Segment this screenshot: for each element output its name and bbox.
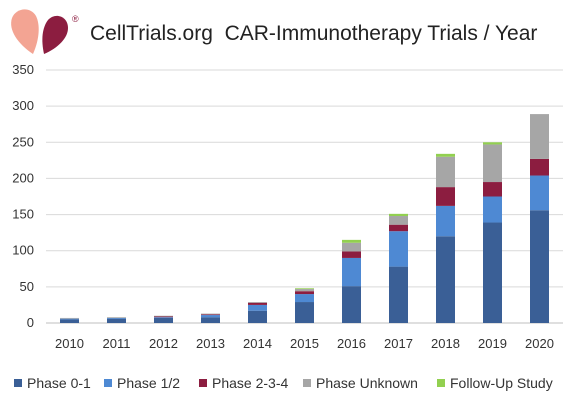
bar-segment-phase-unknown-2013	[201, 313, 220, 315]
legend-label: Phase 0-1	[27, 375, 91, 391]
bar-segment-phase-1-2-2010	[60, 318, 79, 320]
bar-segment-phase-0-1-2016	[342, 286, 361, 323]
bar-segment-phase-1-2-2017	[389, 231, 408, 267]
bar-segment-phase-1-2-2018	[436, 205, 455, 237]
logo-left-drop-icon	[11, 9, 39, 55]
bar-segment-phase-2-3-4-2018	[436, 187, 455, 206]
x-tick-label: 2014	[243, 336, 272, 351]
trademark-symbol: ®	[72, 14, 79, 24]
bar-segment-phase-2-3-4-2015	[295, 291, 314, 295]
bar-segment-phase-0-1-2011	[107, 318, 126, 323]
bar-segment-phase-1-2-2016	[342, 257, 361, 287]
legend-item: Phase 2-3-4	[199, 375, 288, 391]
bar-segment-phase-0-1-2017	[389, 266, 408, 323]
bar-segment-phase-unknown-2017	[389, 216, 408, 225]
bar-segment-phase-2-3-4-2016	[342, 251, 361, 258]
legend-item: Phase 0-1	[14, 375, 91, 391]
bar-segment-phase-1-2-2014	[248, 304, 267, 311]
bar-segment-phase-0-1-2014	[248, 310, 267, 323]
x-tick-label: 2019	[478, 336, 507, 351]
y-tick-label: 350	[12, 62, 34, 77]
bar-segment-phase-1-2-2015	[295, 294, 314, 303]
y-axis-labels: 0 50 100 150 200 250 300 350	[12, 62, 34, 330]
grid-layer	[46, 69, 563, 324]
bar-segment-phase-unknown-2010	[60, 317, 79, 319]
legend: Phase 0-1 Phase 1/2 Phase 2-3-4 Phase Unkno…	[14, 375, 553, 391]
y-tick-label: 200	[12, 170, 34, 185]
bar-segment-phase-unknown-2020	[530, 114, 549, 159]
legend-swatch	[437, 379, 445, 387]
x-tick-label: 2016	[337, 336, 366, 351]
bar-segment-phase-0-1-2010	[60, 319, 79, 323]
bar-segment-follow-up-study-2018	[436, 153, 455, 157]
bar-segment-phase-2-3-4-2019	[483, 182, 502, 197]
bar-segment-follow-up-study-2016	[342, 239, 361, 243]
bar-segment-phase-unknown-2019	[483, 144, 502, 183]
bar-segment-phase-unknown-2014	[248, 302, 267, 303]
bar-segment-phase-1-2-2020	[530, 175, 549, 211]
x-axis-labels: 2010 2011 2012 2013 2014 2015 2016 2017 2018 2019…	[55, 336, 554, 351]
bar-segment-phase-2-3-4-2014	[248, 302, 267, 305]
x-tick-label: 2017	[384, 336, 413, 351]
legend-swatch	[14, 379, 22, 387]
bar-segment-phase-0-1-2015	[295, 302, 314, 323]
bar-segment-follow-up-study-2017	[389, 213, 408, 217]
y-tick-label: 0	[27, 315, 34, 330]
bar-segment-phase-unknown-2018	[436, 156, 455, 188]
x-tick-label: 2018	[431, 336, 460, 351]
legend-label: Phase 2-3-4	[212, 375, 288, 391]
bar-segment-phase-unknown-2016	[342, 242, 361, 252]
chart-title: CellTrials.org CAR-Immunotherapy Trials …	[90, 22, 537, 45]
celltrials-logo: ®	[11, 9, 79, 55]
legend-item: Phase 1/2	[104, 375, 180, 391]
y-tick-label: 250	[12, 134, 34, 149]
bar-segment-phase-2-3-4-2013	[201, 314, 220, 316]
y-tick-label: 300	[12, 98, 34, 113]
bar-segment-phase-0-1-2013	[201, 317, 220, 323]
bar-segment-phase-0-1-2018	[436, 236, 455, 323]
bar-segment-phase-unknown-2012	[154, 315, 173, 317]
x-tick-label: 2015	[290, 336, 319, 351]
y-tick-label: 150	[12, 207, 34, 222]
legend-item: Follow-Up Study	[437, 375, 553, 391]
bar-segment-phase-1-2-2012	[154, 317, 173, 318]
bar-segment-phase-2-3-4-2012	[154, 316, 173, 318]
x-tick-label: 2020	[525, 336, 554, 351]
y-tick-label: 100	[12, 243, 34, 258]
legend-item: Phase Unknown	[303, 375, 418, 391]
bar-segment-phase-unknown-2015	[295, 289, 314, 292]
bar-segment-phase-1-2-2019	[483, 196, 502, 223]
legend-swatch	[199, 379, 207, 387]
bar-segment-phase-1-2-2011	[107, 317, 126, 319]
bar-segment-phase-1-2-2013	[201, 315, 220, 318]
logo-right-drop-icon	[42, 15, 68, 54]
x-tick-label: 2013	[196, 336, 225, 351]
bar-segment-phase-0-1-2019	[483, 222, 502, 323]
bar-segment-phase-0-1-2012	[154, 317, 173, 323]
bar-segment-phase-2-3-4-2020	[530, 158, 549, 176]
x-tick-label: 2010	[55, 336, 84, 351]
legend-swatch	[104, 379, 112, 387]
legend-label: Phase Unknown	[316, 375, 418, 391]
y-tick-label: 50	[20, 279, 34, 294]
bar-segment-phase-2-3-4-2017	[389, 224, 408, 232]
x-tick-label: 2012	[149, 336, 178, 351]
bar-segment-phase-0-1-2020	[530, 210, 549, 323]
x-tick-label: 2011	[103, 336, 131, 351]
bar-segment-phase-unknown-2011	[107, 317, 126, 318]
legend-label: Follow-Up Study	[450, 375, 553, 391]
legend-swatch	[303, 379, 311, 387]
bar-segment-follow-up-study-2019	[483, 142, 502, 145]
legend-label: Phase 1/2	[117, 375, 180, 391]
bar-segment-follow-up-study-2015	[295, 288, 314, 290]
bars-layer	[60, 114, 549, 323]
